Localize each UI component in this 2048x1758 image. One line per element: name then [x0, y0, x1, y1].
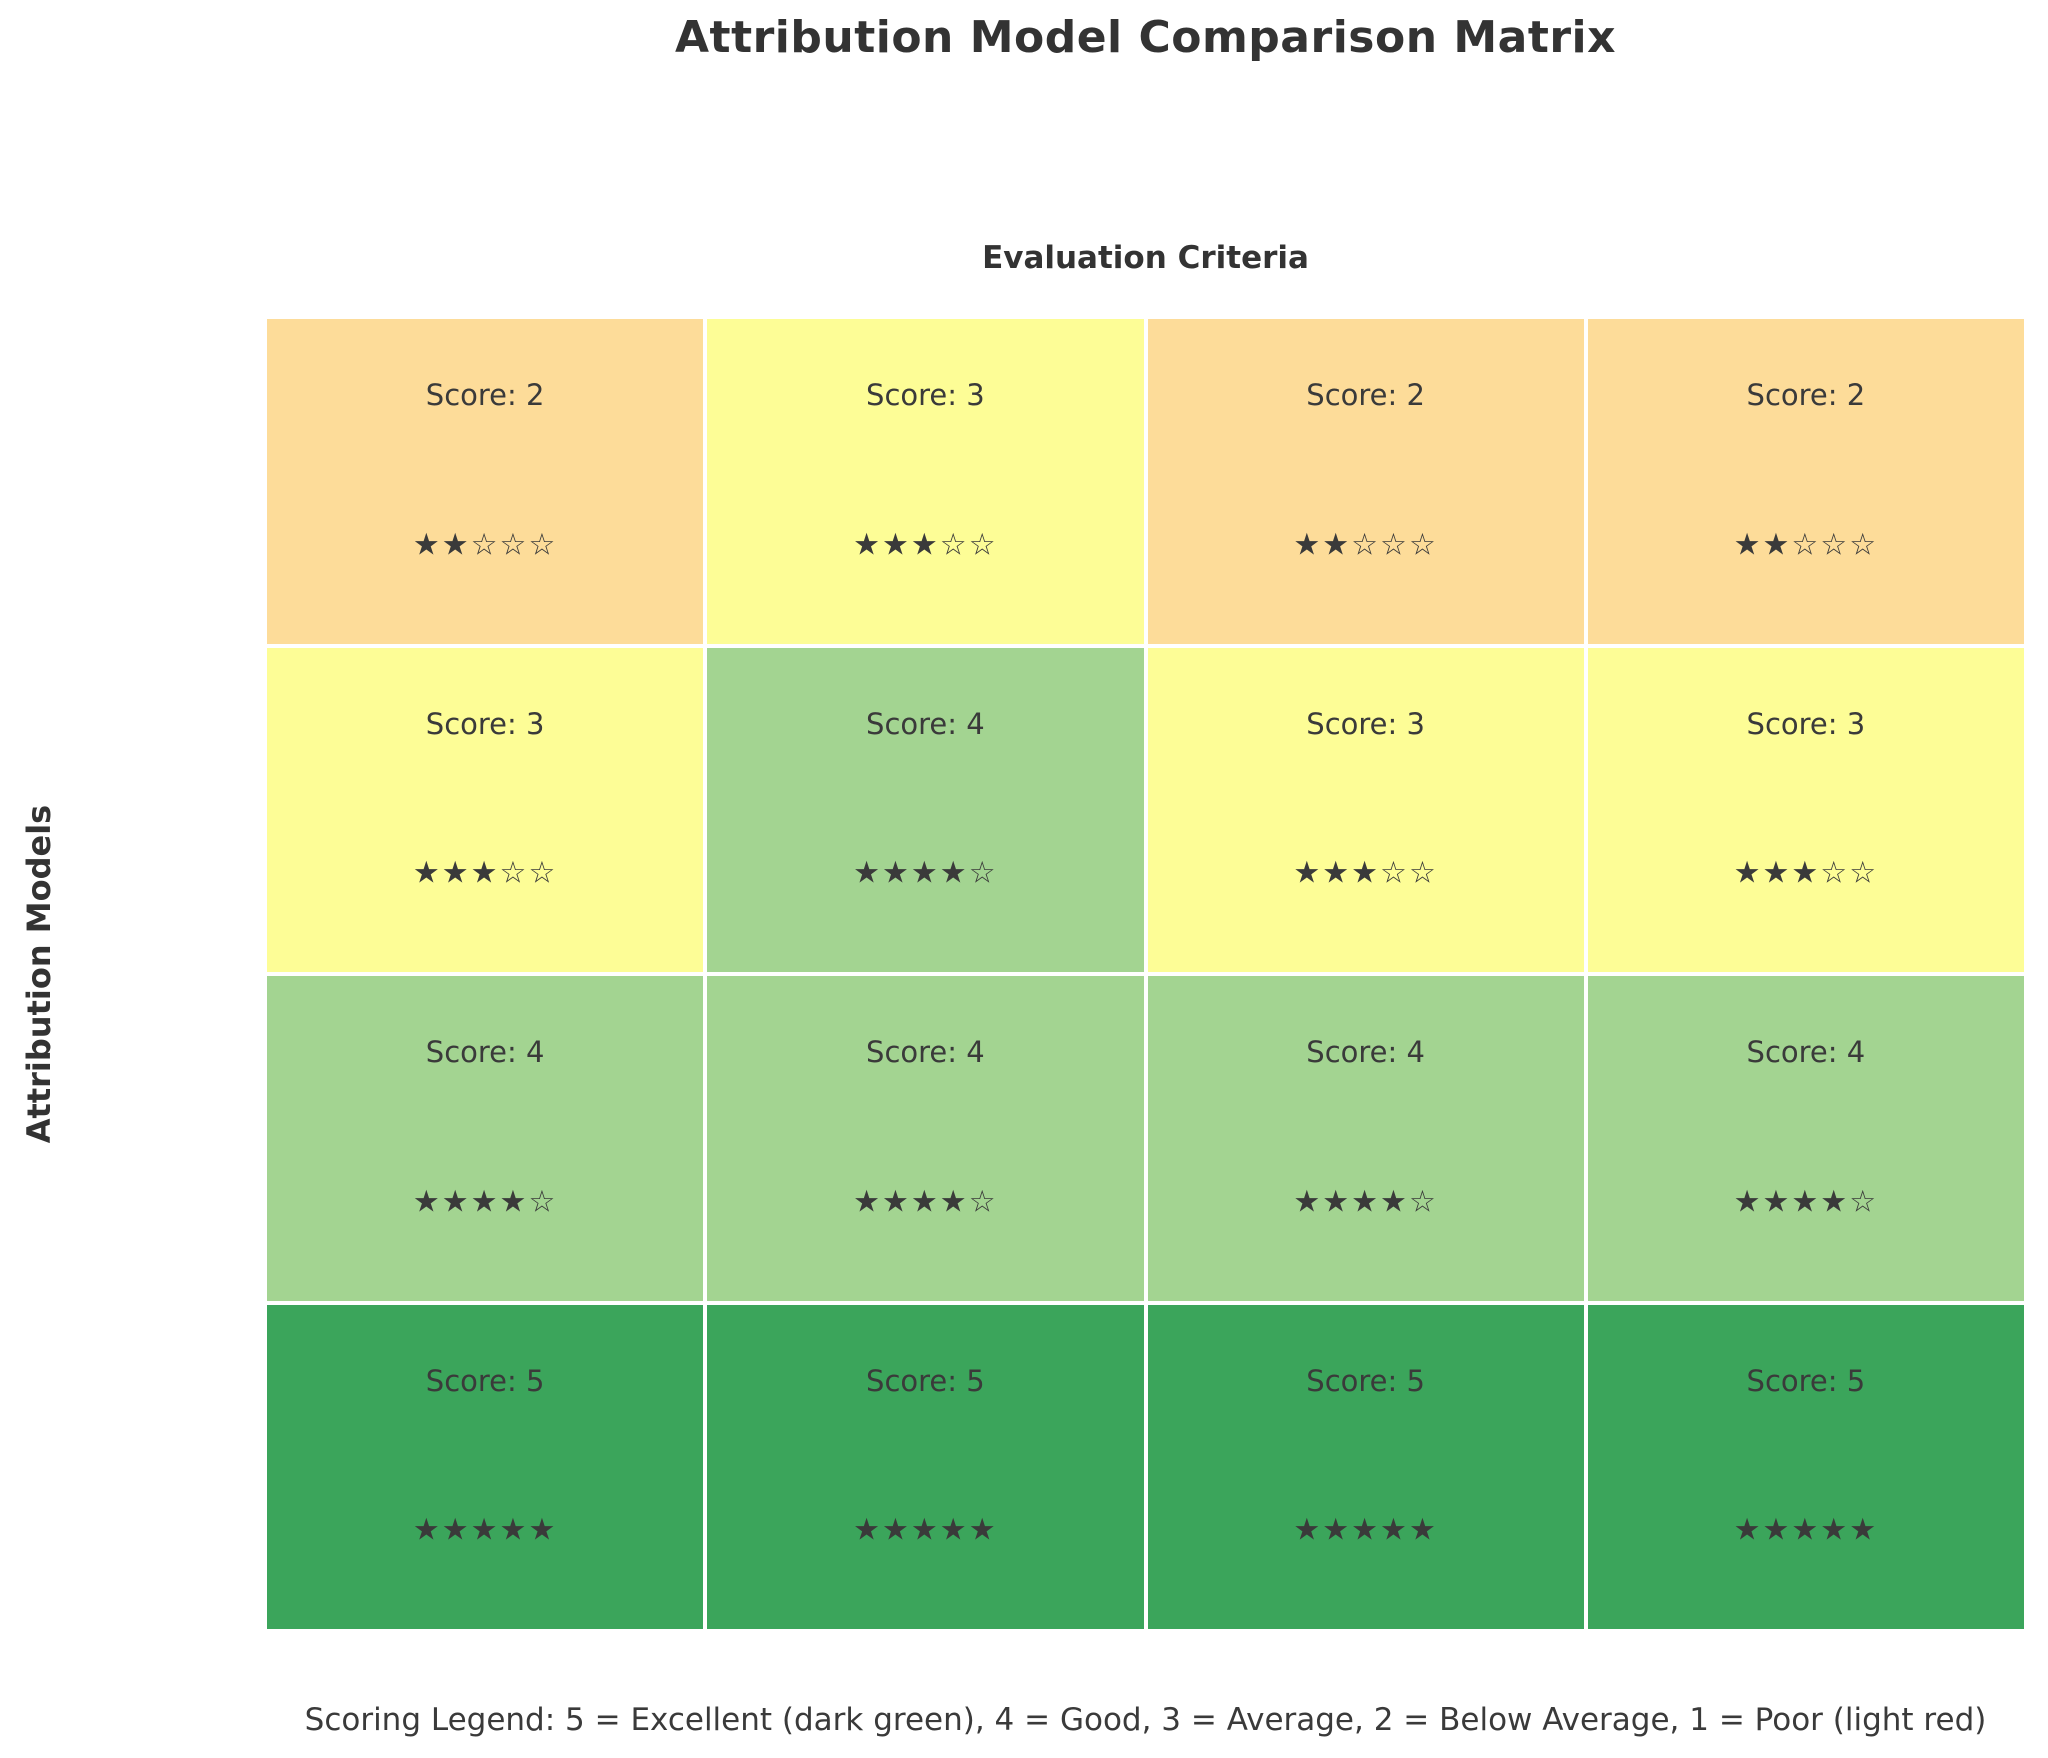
matrix-cell: Score: 3 ★★★☆☆: [1147, 647, 1584, 972]
cell-star-rating: ★★★★☆: [853, 1184, 998, 1220]
cell-score-label: Score: 2: [1746, 378, 1866, 413]
cell-score-label: Score: 4: [425, 1035, 545, 1070]
cell-score-label: Score: 3: [866, 378, 985, 413]
matrix-cell: Score: 3 ★★★☆☆: [707, 319, 1144, 644]
matrix-cell: Score: 2 ★★☆☆☆: [1147, 319, 1584, 644]
cell-star-rating: ★★★★★: [1733, 1512, 1879, 1548]
matrix-cell: Score: 4 ★★★★☆: [1147, 976, 1584, 1301]
matrix-cell: Score: 5 ★★★★★: [267, 1304, 704, 1629]
cell-score-label: Score: 2: [1306, 378, 1425, 413]
y-axis-label-container: Attribution Models: [0, 319, 78, 1629]
matrix-cell: Score: 4 ★★★★☆: [707, 976, 1144, 1301]
cell-star-rating: ★★★☆☆: [853, 527, 998, 563]
matrix-cell: Score: 2 ★★☆☆☆: [1587, 319, 2024, 644]
cell-star-rating: ★★★★★: [853, 1512, 998, 1548]
cell-star-rating: ★★★★★: [1293, 1512, 1438, 1548]
matrix-cell: Score: 5 ★★★★★: [1587, 1304, 2024, 1629]
matrix-cell: Score: 4 ★★★★☆: [707, 647, 1144, 972]
cell-score-label: Score: 5: [425, 1363, 545, 1398]
heatmap-grid: Score: 2 ★★☆☆☆ Score: 3 ★★★☆☆ Score: 2 ★★☆☆☆ S…: [267, 319, 2024, 1629]
y-axis-label: Attribution Models: [20, 804, 59, 1144]
scoring-legend: Scoring Legend: 5 = Excellent (dark gree…: [304, 1702, 1987, 1738]
cell-star-rating: ★★★☆☆: [1293, 855, 1438, 891]
matrix-cell: Score: 5 ★★★★★: [707, 1304, 1144, 1629]
matrix-cell: Score: 3 ★★★☆☆: [1587, 647, 2024, 972]
matrix-cell: Score: 4 ★★★★☆: [267, 976, 704, 1301]
matrix-cell: Score: 4 ★★★★☆: [1587, 976, 2024, 1301]
cell-star-rating: ★★☆☆☆: [412, 527, 558, 563]
cell-star-rating: ★★★★★: [412, 1512, 558, 1548]
cell-star-rating: ★★★★☆: [853, 855, 998, 891]
matrix-cell: Score: 2 ★★☆☆☆: [267, 319, 704, 644]
chart-title: Attribution Model Comparison Matrix: [674, 12, 1617, 63]
cell-star-rating: ★★☆☆☆: [1293, 527, 1438, 563]
matrix-cell: Score: 5 ★★★★★: [1147, 1304, 1584, 1629]
cell-score-label: Score: 3: [425, 706, 545, 741]
cell-star-rating: ★★☆☆☆: [1733, 527, 1879, 563]
cell-star-rating: ★★★★☆: [412, 1184, 558, 1220]
cell-score-label: Score: 4: [866, 706, 985, 741]
cell-score-label: Score: 5: [866, 1363, 985, 1398]
cell-score-label: Score: 4: [1746, 1035, 1866, 1070]
matrix-cell: Score: 3 ★★★☆☆: [267, 647, 704, 972]
cell-score-label: Score: 3: [1746, 706, 1866, 741]
cell-star-rating: ★★★☆☆: [412, 855, 558, 891]
cell-score-label: Score: 2: [425, 378, 545, 413]
cell-star-rating: ★★★★☆: [1733, 1184, 1879, 1220]
cell-score-label: Score: 4: [1306, 1035, 1425, 1070]
cell-score-label: Score: 4: [866, 1035, 985, 1070]
cell-score-label: Score: 3: [1306, 706, 1425, 741]
cell-score-label: Score: 5: [1306, 1363, 1425, 1398]
cell-score-label: Score: 5: [1746, 1363, 1866, 1398]
cell-star-rating: ★★★★☆: [1293, 1184, 1438, 1220]
x-axis-label: Evaluation Criteria: [982, 240, 1309, 276]
cell-star-rating: ★★★☆☆: [1733, 855, 1879, 891]
